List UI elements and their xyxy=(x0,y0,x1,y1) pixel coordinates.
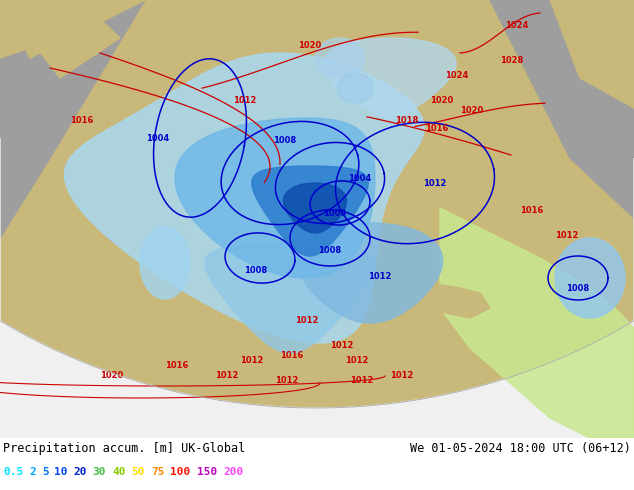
Polygon shape xyxy=(180,363,440,393)
Polygon shape xyxy=(330,3,440,63)
Text: 1008: 1008 xyxy=(273,136,297,145)
Text: 1020: 1020 xyxy=(100,371,123,380)
Text: We 01-05-2024 18:00 UTC (06+12): We 01-05-2024 18:00 UTC (06+12) xyxy=(410,442,631,455)
Polygon shape xyxy=(225,118,255,148)
Text: 1012: 1012 xyxy=(215,371,238,380)
Text: 20: 20 xyxy=(74,467,87,477)
Text: 1012: 1012 xyxy=(330,341,353,350)
Polygon shape xyxy=(325,263,355,293)
Text: 2: 2 xyxy=(30,467,36,477)
Polygon shape xyxy=(0,0,145,58)
Text: 1020: 1020 xyxy=(460,106,483,115)
Polygon shape xyxy=(252,166,368,256)
Text: 1012: 1012 xyxy=(390,371,413,380)
Text: 100: 100 xyxy=(171,467,191,477)
Polygon shape xyxy=(430,18,480,58)
Text: 1016: 1016 xyxy=(165,361,188,370)
Text: 1016: 1016 xyxy=(280,351,304,360)
Polygon shape xyxy=(320,0,360,23)
Polygon shape xyxy=(140,227,190,299)
Polygon shape xyxy=(590,0,634,38)
Polygon shape xyxy=(0,438,634,490)
Polygon shape xyxy=(205,243,375,353)
Text: 1004: 1004 xyxy=(146,133,170,143)
Polygon shape xyxy=(283,183,347,233)
Text: 10: 10 xyxy=(54,467,67,477)
Polygon shape xyxy=(215,268,280,318)
Polygon shape xyxy=(324,38,456,118)
Text: 5: 5 xyxy=(42,467,49,477)
Polygon shape xyxy=(65,53,424,343)
Text: 40: 40 xyxy=(112,467,126,477)
Text: 1028: 1028 xyxy=(500,56,523,65)
Text: 1008: 1008 xyxy=(245,266,268,274)
Polygon shape xyxy=(0,0,145,238)
Text: 1018: 1018 xyxy=(395,116,418,125)
Text: 1024: 1024 xyxy=(445,71,469,80)
Text: 1016: 1016 xyxy=(425,124,448,133)
Polygon shape xyxy=(400,278,490,318)
Text: 1012: 1012 xyxy=(295,316,318,325)
Polygon shape xyxy=(550,0,634,108)
Text: 150: 150 xyxy=(197,467,217,477)
Text: 1012: 1012 xyxy=(275,376,299,385)
Text: 0.5: 0.5 xyxy=(3,467,23,477)
Text: 1012: 1012 xyxy=(555,231,578,240)
Text: 50: 50 xyxy=(132,467,145,477)
Text: 1004: 1004 xyxy=(348,173,372,182)
Text: 1012: 1012 xyxy=(350,376,373,385)
Text: 1020: 1020 xyxy=(299,41,321,50)
Text: 1008: 1008 xyxy=(318,245,342,254)
Polygon shape xyxy=(440,208,634,438)
Polygon shape xyxy=(297,223,443,323)
Text: Precipitation accum. [m] UK-Global: Precipitation accum. [m] UK-Global xyxy=(3,442,245,455)
Text: 1016: 1016 xyxy=(520,206,543,215)
Polygon shape xyxy=(0,0,50,58)
Polygon shape xyxy=(175,118,375,278)
Text: 1012: 1012 xyxy=(345,356,368,365)
Text: 1024: 1024 xyxy=(505,21,528,30)
Polygon shape xyxy=(350,0,430,43)
Polygon shape xyxy=(0,138,634,438)
Text: 75: 75 xyxy=(151,467,164,477)
Text: 1000: 1000 xyxy=(323,209,347,218)
Polygon shape xyxy=(315,38,365,78)
Text: 1020: 1020 xyxy=(430,96,453,105)
Text: 1012: 1012 xyxy=(233,96,257,105)
Text: 200: 200 xyxy=(224,467,244,477)
Polygon shape xyxy=(490,0,634,218)
Polygon shape xyxy=(500,158,560,198)
Polygon shape xyxy=(555,238,625,318)
Text: 1008: 1008 xyxy=(566,284,590,293)
Polygon shape xyxy=(337,73,373,103)
Text: 1012: 1012 xyxy=(368,271,392,280)
Text: 30: 30 xyxy=(93,467,107,477)
Text: 1016: 1016 xyxy=(70,116,93,125)
Text: 1012: 1012 xyxy=(424,178,447,188)
Polygon shape xyxy=(0,0,634,438)
Text: 1012: 1012 xyxy=(240,356,263,365)
Polygon shape xyxy=(0,0,120,78)
